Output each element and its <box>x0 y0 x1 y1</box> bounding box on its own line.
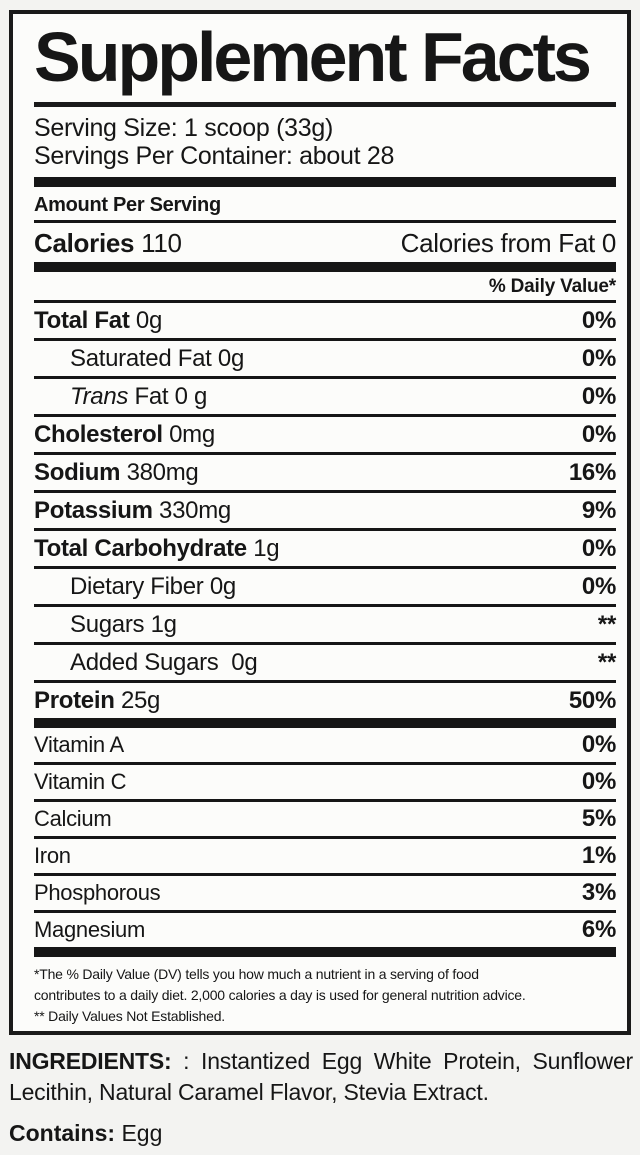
dv-value: ** <box>597 648 616 676</box>
dv-value: 0% <box>581 344 616 372</box>
calories-label: Calories <box>34 227 135 258</box>
dv-value: 0% <box>581 572 616 600</box>
dv-value: 0% <box>581 767 616 795</box>
daily-value-header: % Daily Value* <box>34 272 616 303</box>
dv-value: 16% <box>568 458 616 486</box>
nutrient-row-total-fat: Total Fat 0g 0% <box>34 303 616 341</box>
nutrient-row-sodium: Sodium 380mg 16% <box>34 455 616 493</box>
amount-per-serving-heading: Amount Per Serving <box>34 187 616 223</box>
daily-value-footnote: *The % Daily Value (DV) tells you how mu… <box>34 964 616 1027</box>
dv-value: 0% <box>581 306 616 334</box>
below-panel-text: INGREDIENTS: : Instantized Egg White Pro… <box>9 1046 633 1146</box>
vitamin-row-phosphorous: Phosphorous 3% <box>34 876 616 913</box>
serving-info: Serving Size: 1 scoop (33g) Servings Per… <box>34 114 616 170</box>
supplement-facts-panel: Supplement Facts Serving Size: 1 scoop (… <box>9 10 631 1035</box>
calories-value: 110 <box>141 227 182 258</box>
ingredients-statement: INGREDIENTS: : Instantized Egg White Pro… <box>9 1046 633 1108</box>
calories-row: Calories 110 Calories from Fat 0 <box>34 223 616 262</box>
vitamin-row-vitamin-a: Vitamin A 0% <box>34 728 616 765</box>
dv-value: 50% <box>568 686 616 714</box>
nutrient-row-saturated-fat: Saturated Fat 0g 0% <box>34 341 616 379</box>
nutrient-row-dietary-fiber: Dietary Fiber 0g 0% <box>34 569 616 607</box>
nutrient-row-potassium: Potassium 330mg 9% <box>34 493 616 531</box>
dv-value: ** <box>597 610 616 638</box>
contains-label: Contains: <box>9 1120 116 1146</box>
calories-left: Calories 110 <box>34 228 182 258</box>
vitamin-row-vitamin-c: Vitamin C 0% <box>34 765 616 802</box>
section-divider-thick <box>34 261 616 272</box>
vitamin-row-magnesium: Magnesium 6% <box>34 915 616 943</box>
contains-value: Egg <box>121 1120 163 1146</box>
dv-value: 9% <box>581 496 616 524</box>
calories-from-fat: Calories from Fat 0 <box>400 227 617 258</box>
section-divider-thick <box>34 176 616 187</box>
title-divider <box>34 101 616 107</box>
dv-value: 0% <box>581 420 616 448</box>
dv-value: 3% <box>581 878 616 906</box>
footnote-line: *The % Daily Value (DV) tells you how mu… <box>34 965 479 982</box>
dv-value: 5% <box>581 804 616 832</box>
ingredients-list: : Instantized Egg White Protein, Sunflow… <box>9 1048 633 1105</box>
nutrient-row-sugars: Sugars 1g ** <box>34 607 616 645</box>
servings-per-container: Servings Per Container: about 28 <box>34 141 395 170</box>
nutrient-row-protein: Protein 25g 50% <box>34 686 616 714</box>
nutrient-row-added-sugars: Added Sugars 0g ** <box>34 645 616 683</box>
dv-value: 0% <box>581 534 616 562</box>
vitamin-row-calcium: Calcium 5% <box>34 802 616 839</box>
section-divider-thick <box>34 946 616 957</box>
footnote-line: contributes to a daily diet. 2,000 calor… <box>34 986 526 1003</box>
footnote-line: ** Daily Values Not Established. <box>34 1007 225 1024</box>
dv-value: 1% <box>581 841 616 869</box>
dv-value: 0% <box>581 382 616 410</box>
serving-size: Serving Size: 1 scoop (33g) <box>34 113 334 142</box>
nutrient-row-trans-fat: Trans Fat 0 g 0% <box>34 379 616 417</box>
ingredients-label: INGREDIENTS: <box>9 1048 172 1074</box>
nutrient-row-cholesterol: Cholesterol 0mg 0% <box>34 417 616 455</box>
vitamin-row-iron: Iron 1% <box>34 839 616 876</box>
nutrient-row-total-carbohydrate: Total Carbohydrate 1g 0% <box>34 531 616 569</box>
section-divider-thick <box>34 717 616 728</box>
dv-value: 0% <box>581 730 616 758</box>
dv-value: 6% <box>581 915 616 943</box>
panel-title: Supplement Facts <box>34 18 592 96</box>
allergen-statement: Contains: Egg <box>9 1121 633 1146</box>
